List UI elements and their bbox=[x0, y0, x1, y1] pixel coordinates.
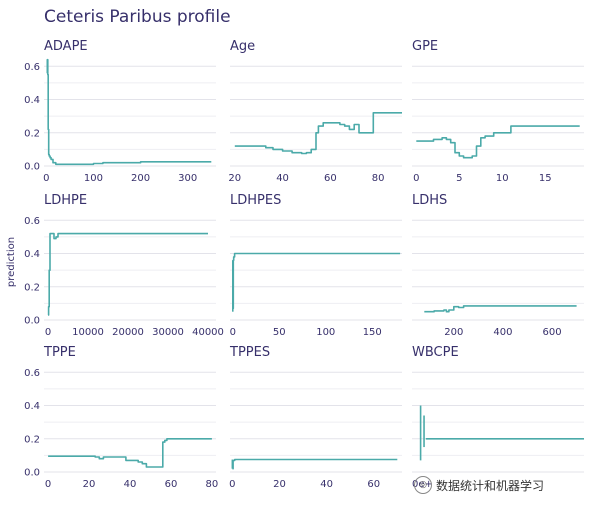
x-tick-label: 0 bbox=[413, 173, 419, 184]
panel-title: LDHPE bbox=[44, 193, 87, 208]
x-tick-label: 60 bbox=[165, 479, 178, 490]
x-tick-label: 0 bbox=[230, 327, 236, 338]
panel-ldhs: LDHS 200 400 600 bbox=[412, 193, 584, 338]
y-axis-label: prediction bbox=[6, 237, 17, 287]
wechat-icon: ◎ bbox=[414, 476, 432, 494]
x-tick-label: 600 bbox=[543, 327, 562, 338]
panel-title: ADAPE bbox=[44, 39, 88, 54]
y-tick-label: 0.6 bbox=[24, 62, 40, 73]
x-tick-label: 20 bbox=[273, 479, 286, 490]
x-tick-label: 60 bbox=[367, 479, 380, 490]
x-tick-label: 0 bbox=[45, 327, 51, 338]
x-tick-label: 15 bbox=[539, 173, 552, 184]
panel-title: TPPES bbox=[229, 345, 270, 360]
panel-ldhpe: LDHPE 0.0 0.2 0.4 0.6 0 10000 20000 30000 40000 bbox=[24, 193, 224, 338]
panel-tppes: TPPES 0 20 40 60 bbox=[229, 345, 402, 490]
x-tick-label: 10000 bbox=[72, 327, 104, 338]
y-tick-label: 0.2 bbox=[24, 282, 40, 293]
panel-adape: ADAPE 0.0 0.2 0.4 0.6 0 100 200 300 bbox=[24, 39, 216, 184]
x-tick-label: 30000 bbox=[152, 327, 184, 338]
x-tick-label: 5 bbox=[456, 173, 462, 184]
x-tick-label: 40 bbox=[124, 479, 137, 490]
panel-title: TPPE bbox=[43, 345, 76, 360]
x-tick-label: 0 bbox=[45, 479, 51, 490]
x-tick-label: 10 bbox=[496, 173, 509, 184]
watermark: ◎ 数据统计和机器学习 bbox=[414, 476, 544, 494]
series-line bbox=[46, 58, 212, 166]
y-tick-label: 0.0 bbox=[24, 468, 40, 479]
x-tick-label: 60 bbox=[324, 173, 337, 184]
x-tick-label: 20 bbox=[83, 479, 96, 490]
panel-tppe: TPPE 0.0 0.2 0.4 0.6 0 20 40 60 80 bbox=[24, 345, 218, 490]
panel-age: Age 20 40 60 80 bbox=[228, 39, 402, 184]
x-tick-label: 40 bbox=[320, 479, 333, 490]
watermark-text: 数据统计和机器学习 bbox=[436, 478, 545, 493]
series-line bbox=[416, 125, 580, 159]
y-tick-label: 0.0 bbox=[24, 316, 40, 327]
x-tick-label: 0 bbox=[43, 173, 49, 184]
x-tick-label: 300 bbox=[178, 173, 197, 184]
panel-ldhpes: LDHPES 0 50 100 150 bbox=[230, 193, 402, 338]
panel-title: GPE bbox=[412, 39, 438, 54]
y-tick-label: 0.2 bbox=[24, 128, 40, 139]
panel-title: LDHS bbox=[412, 193, 447, 208]
y-tick-label: 0.2 bbox=[24, 434, 40, 445]
x-tick-label: 40000 bbox=[192, 327, 224, 338]
series-line bbox=[47, 232, 208, 316]
x-tick-label: 20000 bbox=[112, 327, 144, 338]
panel-title: Age bbox=[230, 39, 255, 54]
x-tick-label: 80 bbox=[372, 173, 385, 184]
series-line bbox=[424, 305, 577, 313]
y-tick-label: 0.4 bbox=[24, 95, 40, 106]
x-tick-label: 200 bbox=[131, 173, 150, 184]
x-tick-label: 50 bbox=[273, 327, 286, 338]
panel-gpe: GPE 0 5 10 15 bbox=[412, 39, 584, 184]
panel-title: WBCPE bbox=[412, 345, 459, 360]
x-tick-label: 40 bbox=[276, 173, 289, 184]
chart-title: Ceteris Paribus profile bbox=[44, 7, 231, 27]
x-tick-label: 150 bbox=[363, 327, 382, 338]
y-tick-label: 0.0 bbox=[24, 162, 40, 173]
x-tick-label: 200 bbox=[444, 327, 463, 338]
y-tick-label: 0.4 bbox=[24, 401, 40, 412]
x-tick-label: 80 bbox=[206, 479, 219, 490]
x-tick-label: 100 bbox=[316, 327, 335, 338]
x-tick-label: 0 bbox=[229, 479, 235, 490]
series-line bbox=[48, 438, 212, 468]
x-tick-label: 100 bbox=[84, 173, 103, 184]
y-tick-label: 0.4 bbox=[24, 249, 40, 260]
series-line bbox=[234, 112, 402, 155]
y-tick-label: 0.6 bbox=[24, 368, 40, 379]
x-tick-label: 400 bbox=[493, 327, 512, 338]
panel-title: LDHPES bbox=[230, 193, 281, 208]
y-tick-label: 0.6 bbox=[24, 216, 40, 227]
x-tick-label: 20 bbox=[228, 173, 241, 184]
series-line bbox=[232, 458, 398, 470]
series-line bbox=[232, 252, 401, 310]
